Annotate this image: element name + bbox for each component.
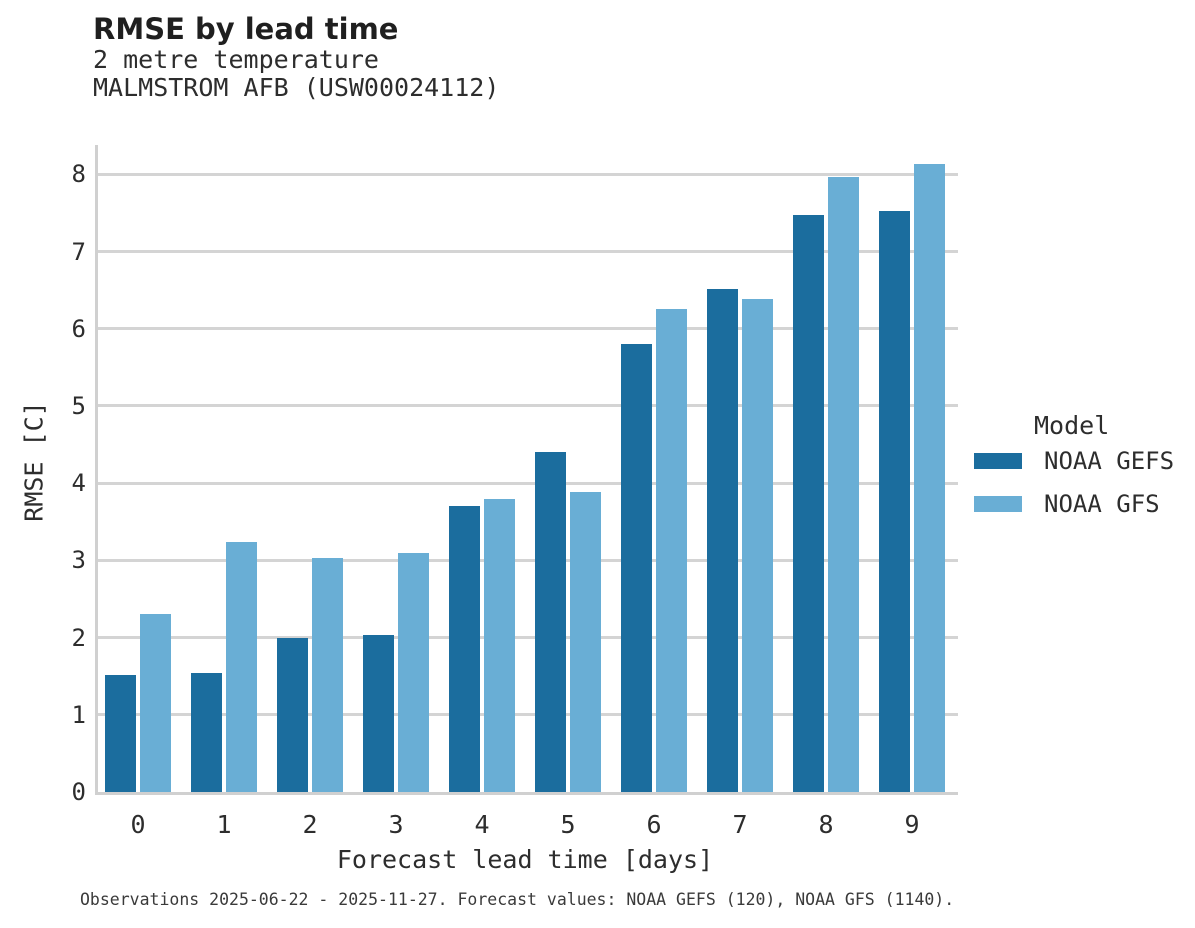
gridline-y-4 <box>98 481 958 485</box>
x-tick-label-7: 7 <box>732 810 748 839</box>
y-tick-label-4: 4 <box>71 469 86 498</box>
gridline-y-7 <box>98 250 958 254</box>
y-tick-label-0: 0 <box>71 778 86 806</box>
legend-swatch-noaa-gefs-icon <box>974 453 1022 469</box>
bar-noaa-gfs-day-5 <box>570 491 601 792</box>
chart-subtitle-station: MALMSTROM AFB (USW00024112) <box>93 72 500 102</box>
x-axis-label: Forecast lead time [days] <box>336 845 714 874</box>
bar-noaa-gefs-day-7 <box>707 289 738 792</box>
bar-noaa-gfs-day-8 <box>828 177 859 792</box>
x-tick-label-3: 3 <box>388 810 404 839</box>
bar-noaa-gfs-day-1 <box>226 541 257 792</box>
bar-noaa-gefs-day-1 <box>191 673 222 792</box>
bar-noaa-gefs-day-8 <box>793 215 824 792</box>
x-tick-label-2: 2 <box>302 810 318 839</box>
bar-noaa-gefs-day-0 <box>105 675 136 792</box>
x-tick-label-0: 0 <box>130 810 146 839</box>
legend-label-noaa-gefs: NOAA GEFS <box>1044 447 1175 475</box>
bar-noaa-gefs-day-6 <box>621 344 652 792</box>
y-tick-label-7: 7 <box>71 237 86 266</box>
y-tick-label-3: 3 <box>71 546 86 575</box>
x-tick-label-4: 4 <box>474 810 490 839</box>
x-tick-label-1: 1 <box>216 810 232 839</box>
x-tick-label-5: 5 <box>560 810 576 839</box>
y-tick-label-5: 5 <box>71 391 86 420</box>
chart-header: RMSE by lead time 2 metre temperature MA… <box>93 12 499 101</box>
y-tick-label-6: 6 <box>71 314 86 343</box>
bar-noaa-gefs-day-4 <box>449 505 480 792</box>
bar-noaa-gefs-day-3 <box>363 634 394 792</box>
bar-noaa-gefs-day-2 <box>277 637 308 792</box>
legend-item-noaa-gfs: NOAA GFS <box>974 492 1174 516</box>
gridline-y-8 <box>98 172 958 176</box>
legend: Model NOAA GEFS NOAA GFS <box>974 412 1174 535</box>
y-axis-label: RMSE [C] <box>19 401 49 522</box>
x-tick-label-8: 8 <box>818 810 834 839</box>
legend-swatch-noaa-gfs-icon <box>974 496 1022 512</box>
legend-title: Model <box>1034 411 1110 440</box>
bar-noaa-gfs-day-3 <box>398 552 429 792</box>
y-tick-label-1: 1 <box>71 700 86 729</box>
bar-noaa-gefs-day-9 <box>879 211 910 792</box>
y-tick-label-2: 2 <box>71 623 86 652</box>
bar-noaa-gfs-day-4 <box>484 498 515 792</box>
gridline-y-6 <box>98 327 958 331</box>
gridline-y-1 <box>98 713 958 717</box>
x-tick-label-6: 6 <box>646 810 662 839</box>
bar-noaa-gfs-day-6 <box>656 309 687 792</box>
bar-noaa-gfs-day-7 <box>742 298 773 792</box>
x-tick-label-9: 9 <box>904 810 920 839</box>
plot-area: 0 1 2 3 4 5 6 7 8 0 1 2 3 4 5 6 7 8 9 <box>72 145 958 839</box>
legend-item-noaa-gefs: NOAA GEFS <box>974 449 1174 473</box>
footer-note: Observations 2025-06-22 - 2025-11-27. Fo… <box>80 890 955 909</box>
gridline-y-5 <box>98 404 958 408</box>
bar-noaa-gfs-day-9 <box>914 163 945 792</box>
page-title: RMSE by lead time <box>93 12 399 46</box>
bar-noaa-gfs-day-2 <box>312 558 343 792</box>
legend-label-noaa-gfs: NOAA GFS <box>1044 490 1160 518</box>
y-tick-label-8: 8 <box>71 160 86 189</box>
bar-noaa-gfs-day-0 <box>140 614 171 792</box>
chart-subtitle-variable: 2 metre temperature <box>93 45 379 74</box>
gridline-y-3 <box>98 558 958 562</box>
gridline-y-2 <box>98 636 958 640</box>
bar-noaa-gefs-day-5 <box>535 452 566 792</box>
